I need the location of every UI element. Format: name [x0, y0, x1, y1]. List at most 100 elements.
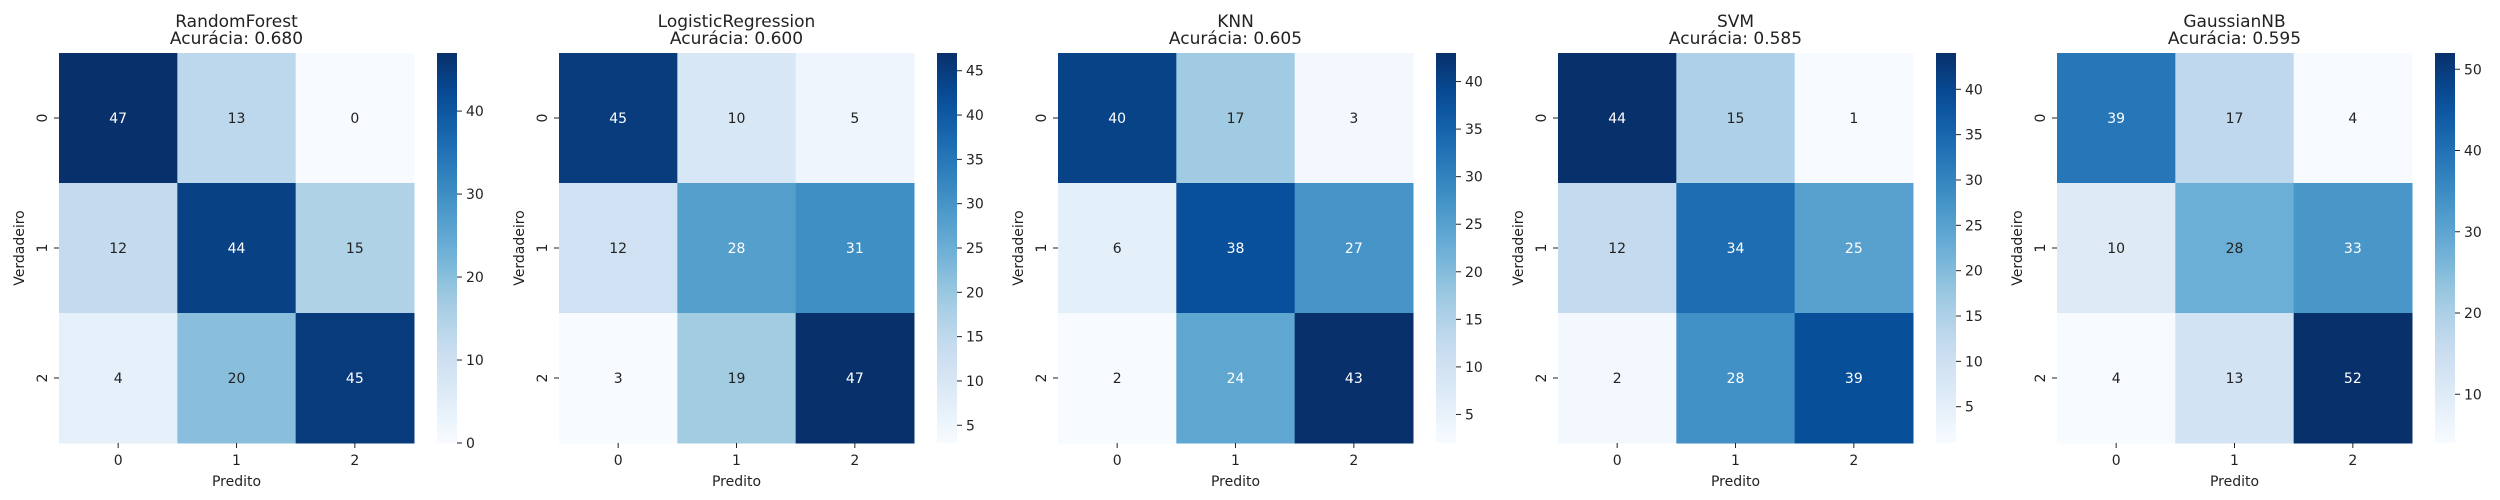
x-tick-label: 2 — [1349, 453, 1358, 469]
colorbar-tick-label: 30 — [1965, 173, 1983, 189]
cell-value-label: 3 — [614, 371, 623, 387]
colorbar-tick-label: 5 — [1965, 400, 1974, 416]
colorbar-tick-label: 30 — [466, 187, 484, 203]
confusion-matrix-panel: 39 17 410 28 334 13 520 1 2012GaussianNBAcurácia… — [2010, 12, 2482, 490]
cell-value-label: 28 — [2226, 241, 2244, 257]
heatmap-cell — [2293, 53, 2413, 184]
cell-value-label: 13 — [2226, 371, 2244, 387]
heatmap-cell — [177, 313, 297, 444]
y-tick-label: 2 — [535, 374, 551, 383]
colorbar-tick-label: 35 — [1465, 122, 1483, 138]
colorbar — [937, 53, 957, 443]
x-tick-label: 1 — [1731, 453, 1740, 469]
heatmap-cell — [1176, 53, 1296, 184]
heatmap-cell — [1294, 53, 1414, 184]
y-tick-label: 2 — [2033, 374, 2049, 383]
cell-value-label: 47 — [109, 111, 127, 127]
y-axis-label: Verdadeiro — [1011, 210, 1027, 285]
cell-value-label: 19 — [728, 371, 746, 387]
cell-value-label: 12 — [109, 241, 127, 257]
cell-value-label: 4 — [114, 371, 123, 387]
cell-value-label: 17 — [1227, 111, 1245, 127]
cell-value-label: 5 — [850, 111, 859, 127]
colorbar-tick-label: 40 — [1965, 82, 1983, 98]
x-tick-label: 2 — [850, 453, 859, 469]
y-tick-label: 0 — [1034, 114, 1050, 123]
colorbar-tick-label: 30 — [966, 197, 984, 213]
heatmap-cell — [1294, 313, 1414, 444]
heatmap-cell — [1794, 313, 1914, 444]
colorbar-tick-label: 5 — [966, 418, 975, 434]
heatmap-cell — [2293, 183, 2413, 314]
colorbar-tick-label: 5 — [1465, 407, 1474, 423]
cell-value-label: 6 — [1113, 241, 1122, 257]
colorbar-tick-label: 20 — [1965, 264, 1983, 280]
colorbar-tick-label: 20 — [1465, 265, 1483, 281]
heatmap-cell — [559, 313, 678, 444]
heatmap-cell — [795, 313, 915, 444]
heatmap-cell — [1058, 313, 1177, 444]
x-tick-label: 1 — [232, 453, 241, 469]
heatmap-cell — [295, 53, 415, 184]
y-tick-label: 2 — [35, 374, 51, 383]
y-tick-label: 1 — [1534, 244, 1550, 253]
chart-title: LogisticRegression — [658, 12, 816, 32]
y-tick-label: 1 — [1034, 244, 1050, 253]
heatmap-cell — [1794, 53, 1914, 184]
heatmap-cell — [2057, 313, 2176, 444]
x-tick-label: 1 — [732, 453, 741, 469]
colorbar-tick-label: 10 — [1965, 354, 1983, 370]
heatmap-cell — [559, 183, 678, 314]
chart-title: GaussianNB — [2183, 12, 2285, 32]
colorbar-tick-label: 20 — [2464, 306, 2482, 322]
chart-subtitle: Acurácia: 0.600 — [670, 29, 803, 49]
cell-value-label: 44 — [228, 241, 246, 257]
heatmap-cell — [1176, 313, 1296, 444]
colorbar-tick-label: 30 — [2464, 225, 2482, 241]
colorbar-tick-label: 40 — [2464, 144, 2482, 160]
heatmap-cell — [2057, 53, 2176, 184]
cell-value-label: 2 — [1113, 371, 1122, 387]
cell-value-label: 13 — [228, 111, 246, 127]
x-axis-label: Predito — [212, 474, 261, 490]
heatmap-cell — [59, 53, 178, 184]
cell-value-label: 12 — [1608, 241, 1626, 257]
x-tick-label: 0 — [2112, 453, 2121, 469]
colorbar-tick-label: 0 — [466, 436, 475, 452]
cell-value-label: 4 — [2348, 111, 2357, 127]
cell-value-label: 10 — [2107, 241, 2125, 257]
x-axis-label: Predito — [1711, 474, 1760, 490]
cell-value-label: 20 — [228, 371, 246, 387]
heatmap-cell — [2057, 183, 2176, 314]
colorbar-tick-label: 45 — [966, 64, 984, 80]
cell-value-label: 47 — [846, 371, 864, 387]
heatmap-cell — [177, 53, 297, 184]
heatmap-cell — [677, 313, 797, 444]
cell-value-label: 15 — [346, 241, 364, 257]
cell-value-label: 17 — [2226, 111, 2244, 127]
heatmap-cell — [795, 183, 915, 314]
heatmap-cell — [1676, 313, 1796, 444]
heatmap-cell — [1058, 183, 1177, 314]
heatmap-cell — [2175, 313, 2295, 444]
y-tick-label: 0 — [35, 114, 51, 123]
colorbar-tick-label: 10 — [1465, 360, 1483, 376]
chart-subtitle: Acurácia: 0.585 — [1669, 29, 1802, 49]
x-tick-label: 2 — [1849, 453, 1858, 469]
colorbar-tick-label: 50 — [2464, 62, 2482, 78]
heatmap-cell — [2175, 53, 2295, 184]
colorbar-tick-label: 25 — [1465, 217, 1483, 233]
colorbar — [1436, 53, 1456, 443]
x-tick-label: 2 — [2348, 453, 2357, 469]
chart-title: SVM — [1717, 12, 1754, 32]
heatmap-cell — [1676, 183, 1796, 314]
colorbar-tick-label: 40 — [466, 104, 484, 120]
colorbar-tick-label: 35 — [966, 152, 984, 168]
heatmap-cell — [1558, 183, 1677, 314]
heatmap-cell — [677, 53, 797, 184]
colorbar — [437, 53, 457, 443]
y-axis-label: Verdadeiro — [2010, 210, 2026, 285]
heatmap-cell — [1176, 183, 1296, 314]
